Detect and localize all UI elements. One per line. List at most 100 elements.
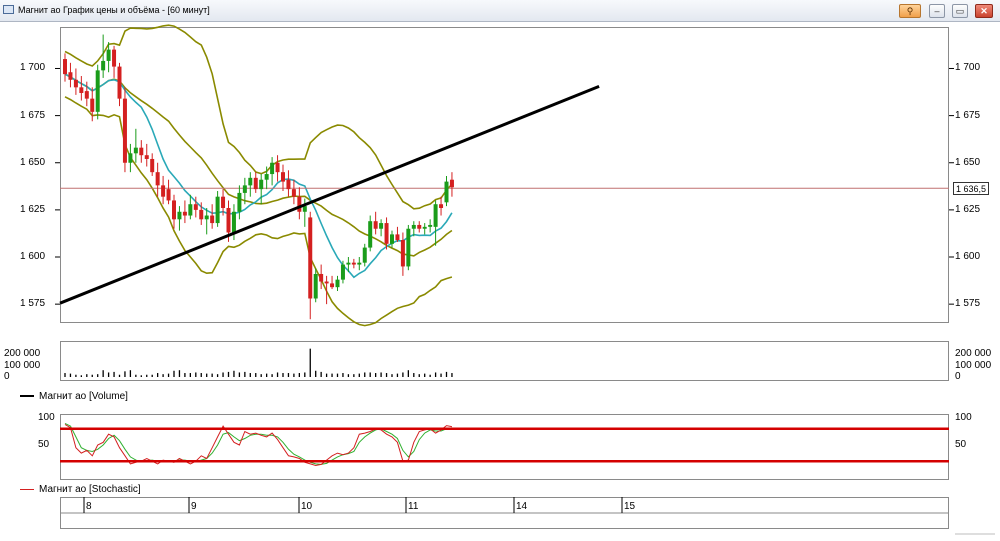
volume-tick-right: 0 (955, 371, 961, 382)
candle-body (221, 196, 226, 208)
candle-body (155, 172, 160, 186)
stochastic-tick-right: 100 (955, 412, 972, 423)
candle-body (302, 206, 307, 212)
candle-body (449, 179, 454, 188)
candle-body (73, 79, 78, 88)
price-tick-left: 1 575 (20, 298, 46, 310)
candle-body (101, 60, 106, 71)
candle-body (122, 98, 127, 163)
price-tick-right: 1 575 (955, 298, 981, 310)
candle-body (106, 49, 111, 61)
window-titlebar[interactable]: Магнит ао График цены и объёма - [60 мин… (0, 0, 1000, 22)
candle-body (373, 221, 378, 229)
volume-tick-left: 200 000 (4, 348, 41, 360)
date-label: 14 (516, 501, 528, 512)
last-price-label: 1 636,5 (953, 182, 989, 195)
candle-body (161, 185, 166, 197)
candle-body (351, 262, 356, 265)
candle-body (242, 185, 247, 193)
candle-body (324, 281, 329, 284)
candle-body (79, 87, 84, 93)
minimize-button[interactable]: – (929, 4, 945, 18)
candle-body (177, 211, 182, 220)
price-tick-left: 1 675 (20, 109, 46, 121)
candle-body (253, 177, 258, 190)
candle-body (368, 221, 373, 248)
candle-body (139, 147, 144, 156)
candle-body (215, 196, 220, 224)
candle-body (411, 224, 416, 229)
candle-body (166, 189, 171, 201)
candle-body (439, 204, 444, 208)
close-button[interactable]: ✕ (975, 4, 993, 18)
candle-body (231, 211, 236, 233)
volume-legend: Магнит ао [Volume] (20, 391, 128, 402)
stochastic-tick-right: 50 (955, 439, 967, 450)
candle-body (330, 283, 335, 288)
date-label: 11 (408, 501, 419, 512)
candle-body (417, 224, 422, 229)
candle-body (286, 179, 291, 190)
candle-body (400, 240, 405, 267)
candle-body (335, 279, 340, 288)
candle-body (63, 59, 67, 75)
pin-button[interactable]: ⚲ (899, 4, 921, 18)
candle-body (204, 215, 209, 220)
window-title: Магнит ао График цены и объёма - [60 мин… (18, 5, 210, 15)
moving-average-line (64, 73, 453, 279)
volume-tick-right: 200 000 (955, 348, 992, 360)
price-panel[interactable] (60, 27, 949, 323)
candle-body (433, 204, 438, 227)
volume-panel[interactable] (60, 341, 949, 381)
candle-body (172, 200, 176, 220)
candle-body (95, 70, 100, 112)
candle-body (237, 192, 242, 212)
candle-body (395, 234, 400, 241)
volume-tick-left: 100 000 (4, 359, 41, 371)
candle-body (444, 181, 449, 203)
price-tick-right: 1 675 (955, 109, 981, 121)
price-tick-left: 1 600 (20, 251, 46, 262)
price-tick-left: 1 700 (20, 62, 46, 74)
candle-body (259, 179, 264, 190)
candle-body (308, 217, 313, 299)
stochastic-legend: Магнит ао [Stochastic] (20, 484, 141, 495)
candle-body (313, 273, 318, 299)
candle-body (390, 234, 394, 244)
candle-body (297, 196, 302, 212)
candle-body (128, 153, 133, 163)
candle-body (248, 177, 253, 186)
candle-body (193, 204, 198, 210)
volume-tick-left: 0 (4, 371, 10, 382)
price-tick-right: 1 650 (955, 156, 981, 168)
stochastic-panel[interactable] (60, 414, 949, 480)
candle-body (133, 147, 138, 154)
candle-body (188, 204, 193, 216)
candle-body (406, 228, 411, 267)
candle-body (281, 172, 285, 182)
date-label: 9 (191, 501, 197, 512)
maximize-button[interactable]: ▭ (952, 4, 968, 18)
date-label: 8 (86, 501, 92, 512)
stochastic-tick-left: 100 (38, 412, 55, 423)
date-label: 10 (301, 501, 313, 512)
candle-body (90, 98, 95, 112)
stochastic-legend-swatch (20, 488, 34, 490)
candle-body (340, 264, 345, 280)
candle-body (379, 223, 384, 229)
candle-body (68, 72, 73, 80)
candle-body (422, 226, 427, 229)
candle-body (199, 209, 204, 220)
candle-body (362, 247, 367, 263)
volume-legend-label: Магнит ао [Volume] (39, 391, 128, 402)
candle-body (144, 155, 149, 159)
stochastic-tick-left: 50 (38, 439, 50, 450)
date-label: 15 (624, 501, 636, 512)
stochastic-legend-label: Магнит ао [Stochastic] (39, 484, 141, 495)
price-tick-right: 1 625 (955, 203, 981, 215)
candle-body (319, 273, 324, 282)
candle-body (270, 162, 275, 175)
price-tick-left: 1 650 (20, 156, 46, 168)
bollinger-upper-line (64, 24, 453, 210)
